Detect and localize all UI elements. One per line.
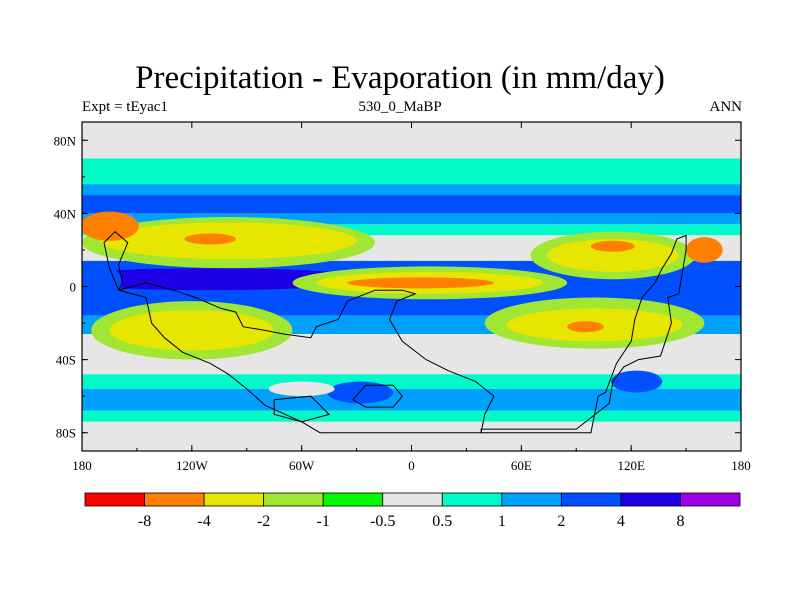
field-patch-equatorial-dry-max — [347, 277, 494, 289]
coastline-western-island — [103, 231, 129, 291]
y-tick-label: 40S — [56, 353, 76, 368]
field-patch-southern-wet-cell-1 — [327, 381, 394, 404]
y-tick-label: 40N — [54, 206, 77, 221]
coastline-southern-block-2 — [273, 395, 331, 423]
coastline-east-landmass — [480, 234, 687, 434]
zonal-band — [82, 224, 741, 236]
time-label: 530_0_MaBP — [358, 99, 442, 115]
zonal-band — [82, 158, 741, 185]
field-patch-east-dry-max — [686, 237, 723, 263]
field-patch-north-pacific-dry-max — [184, 233, 236, 245]
coastline-southern-block-1 — [352, 384, 403, 408]
colorbar-label: 2 — [557, 513, 565, 530]
field-patch-southern-gray-gap — [268, 381, 335, 397]
x-tick-label: 60E — [511, 458, 532, 473]
colorbar-label: 4 — [617, 513, 625, 530]
field-patch-nw-dry-edge — [82, 211, 139, 241]
x-tick-label: 60W — [289, 458, 315, 473]
colorbar-box — [620, 492, 681, 507]
field-patch-north-subtropic-east-max — [590, 240, 635, 252]
x-tick-label: 120W — [176, 458, 209, 473]
zonal-band — [82, 410, 741, 422]
field-patch-south-subtropic-east-max — [567, 321, 604, 333]
zonal-band — [82, 195, 741, 214]
zonal-band — [82, 374, 741, 389]
y-tick-label: 80S — [56, 426, 76, 441]
field-patch-south-subtropic-west-core — [109, 310, 275, 351]
zonal-band — [82, 235, 741, 243]
colorbar-box — [501, 492, 562, 507]
field-patch-north-subtropic-east-core — [546, 238, 679, 272]
x-tick-label: 120E — [617, 458, 645, 473]
experiment-label: Expt = tEyac1 — [82, 99, 168, 115]
zonal-band — [82, 213, 741, 225]
zonal-band — [82, 122, 741, 159]
y-tick-label: 0 — [70, 280, 77, 295]
chart-title: Precipitation - Evaporation (in mm/day) — [135, 60, 665, 96]
colorbar-box — [680, 492, 741, 507]
colorbar-label: 8 — [676, 513, 684, 530]
colorbar-box — [84, 492, 145, 507]
colorbar-label: 1 — [498, 513, 506, 530]
zonal-band — [82, 184, 741, 196]
zonal-band — [82, 388, 741, 411]
colorbar-box — [322, 492, 384, 507]
coastline-main-continent — [118, 282, 495, 434]
x-tick-label: 180 — [731, 458, 751, 473]
x-tick-label: 180 — [72, 458, 92, 473]
colorbar-box — [263, 492, 324, 507]
x-tick-label: 0 — [408, 458, 415, 473]
colorbar-label: -8 — [138, 513, 151, 530]
colorbar-box — [560, 492, 622, 507]
colorbar-box — [144, 492, 205, 507]
field-layer — [82, 122, 741, 451]
colorbar-label: -2 — [257, 513, 270, 530]
season-label: ANN — [709, 99, 743, 115]
colorbar-label: -1 — [317, 513, 330, 530]
colorbar-box — [441, 492, 503, 507]
field-patch-southern-wet-cell-2 — [611, 370, 663, 393]
colorbar-box — [203, 492, 265, 507]
colorbar-label: -4 — [197, 513, 210, 530]
colorbar-label: -0.5 — [370, 513, 395, 530]
colorbar-box — [382, 492, 443, 507]
colorbar-label: 0.5 — [432, 513, 452, 530]
y-tick-label: 80N — [54, 133, 77, 148]
coastline-layer — [103, 231, 687, 434]
